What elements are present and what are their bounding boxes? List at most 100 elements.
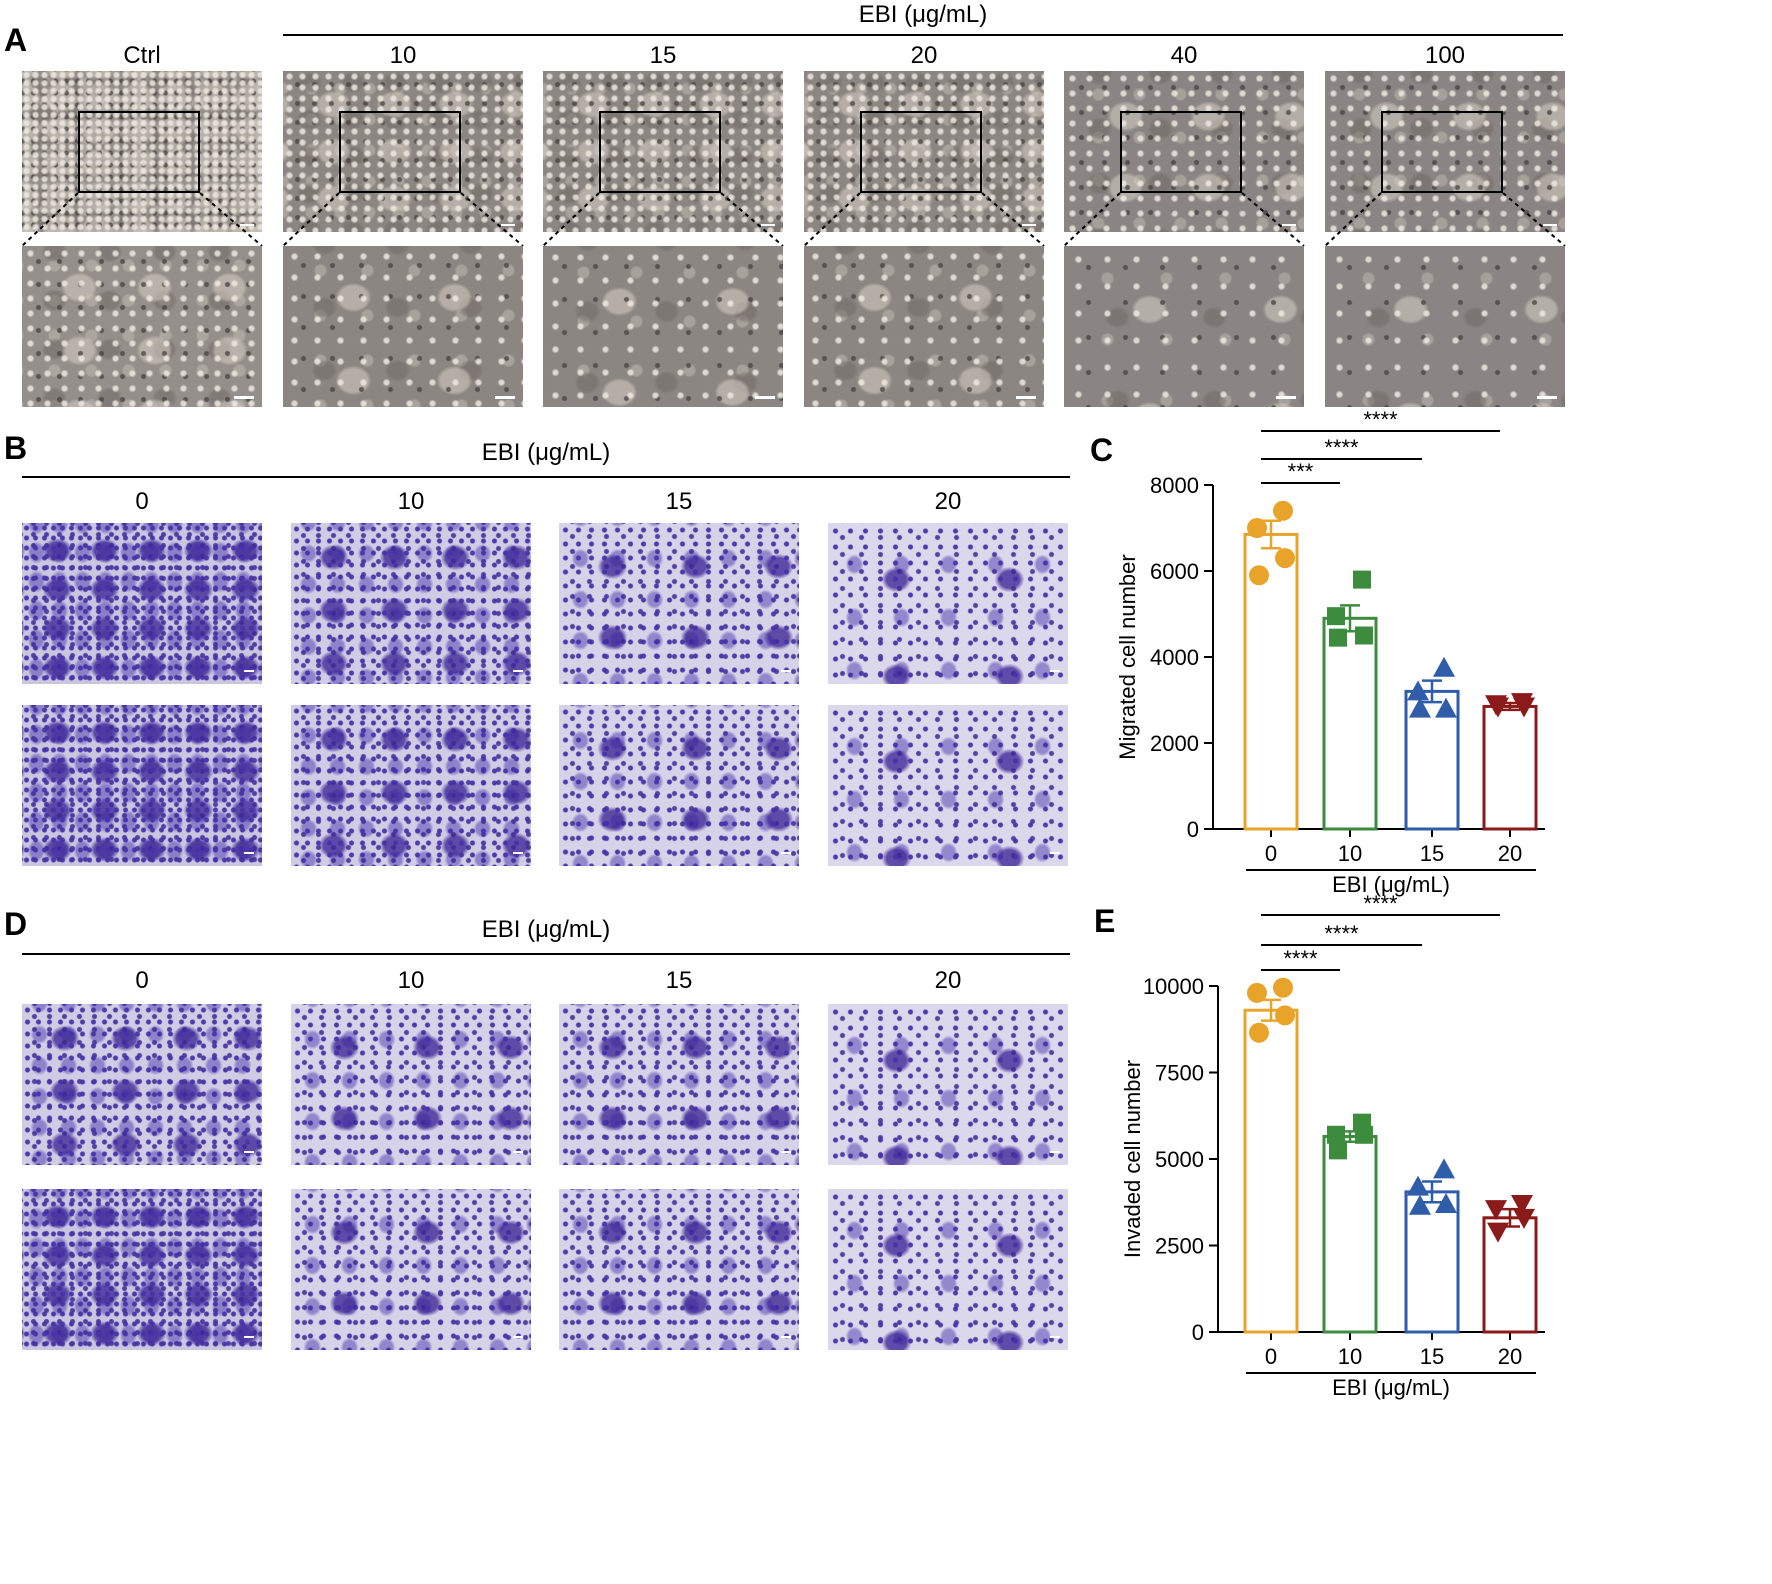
panel-d-group-header: EBI (μg/mL)	[481, 916, 611, 943]
y-tick-label: 7500	[1155, 1061, 1204, 1086]
zoom-region-box	[339, 111, 461, 193]
panel-a-dose-label: 100	[1424, 42, 1466, 69]
x-axis-label: EBI (μg/mL)	[1332, 872, 1450, 897]
bar	[1482, 1216, 1538, 1334]
significance-label: ****	[1283, 946, 1318, 971]
invasion-image-10-rep2	[291, 1189, 531, 1350]
y-tick-label: 10000	[1143, 974, 1204, 999]
invasion-image-20-rep1	[828, 1004, 1068, 1165]
panel-b-dose-label: 20	[934, 488, 962, 515]
significance-label: ***	[1288, 459, 1314, 484]
data-point	[1327, 1125, 1345, 1144]
panel-label-a: A	[4, 22, 28, 58]
data-point	[1247, 982, 1267, 1003]
x-tick-label: 0	[1265, 841, 1277, 866]
panel-label-c: C	[1090, 432, 1114, 468]
panel-d-dose-label: 15	[665, 967, 693, 994]
scale-bar	[1537, 396, 1557, 399]
migration-image-20-rep1	[828, 523, 1068, 684]
scale-bar	[513, 1151, 523, 1153]
invasion-image-0-rep2	[22, 1189, 262, 1350]
scale-bar	[1050, 670, 1060, 672]
x-tick-label: 0	[1265, 1344, 1277, 1369]
x-tick-label: 10	[1338, 841, 1362, 866]
scale-bar	[1050, 852, 1060, 854]
micrograph-100-zoom	[1325, 246, 1565, 407]
scale-bar	[781, 670, 791, 672]
data-point	[1511, 1194, 1533, 1215]
data-point	[1275, 548, 1295, 569]
zoom-region-box	[1120, 111, 1242, 193]
data-point	[1407, 680, 1429, 701]
scale-bar	[1022, 224, 1036, 226]
bar	[1482, 704, 1538, 831]
zoom-connector-lines	[21, 192, 1566, 247]
panel-a-group-header: EBI (μg/mL)	[858, 1, 988, 28]
micrograph-100-overview	[1325, 71, 1565, 232]
scale-bar	[244, 852, 254, 854]
panel-label-d: D	[4, 906, 28, 942]
migration-image-10-rep1	[291, 523, 531, 684]
migration-image-0-rep2	[22, 705, 262, 866]
chart-e: 0 2500 5000 7500 10000 Invaded cell number 0 10…	[1120, 891, 1545, 1400]
micrograph-10-overview	[283, 71, 523, 232]
data-point	[1273, 977, 1293, 998]
chart-c: 0 2000 4000 6000 8000 Migrated cell number 0 10…	[1115, 407, 1545, 897]
migration-image-10-rep2	[291, 705, 531, 866]
scale-bar	[244, 1151, 254, 1153]
data-point	[1485, 1200, 1507, 1221]
bar	[1322, 1135, 1378, 1334]
scale-bar	[244, 670, 254, 672]
scale-bar	[1276, 396, 1296, 399]
significance-label: ****	[1363, 891, 1398, 916]
zoom-region-box	[78, 111, 200, 193]
data-point	[1513, 1208, 1535, 1229]
scale-bar	[501, 224, 515, 226]
y-tick-label: 2000	[1150, 731, 1199, 756]
panel-label-b: B	[4, 430, 28, 466]
x-tick-label: 20	[1498, 841, 1522, 866]
data-point	[1355, 626, 1373, 645]
panel-b-dose-label: 0	[135, 488, 149, 515]
micrograph-ctrl-zoom	[22, 246, 262, 407]
data-point	[1487, 1222, 1509, 1243]
invasion-image-20-rep2	[828, 1189, 1068, 1350]
panel-b-group-header: EBI (μg/mL)	[481, 439, 611, 466]
scale-bar	[513, 1336, 523, 1338]
panel-b-dose-label: 15	[665, 488, 693, 515]
micrograph-10-zoom	[283, 246, 523, 407]
scale-bar	[240, 224, 254, 226]
scale-bar	[1543, 224, 1557, 226]
y-tick-label: 8000	[1150, 473, 1199, 498]
micrograph-40-overview	[1064, 71, 1304, 232]
scale-bar	[234, 396, 254, 399]
data-point	[1409, 697, 1431, 718]
invasion-image-15-rep2	[559, 1189, 799, 1350]
panel-a-dose-label: 20	[910, 42, 938, 69]
y-tick-label: 0	[1192, 1320, 1204, 1345]
panel-a-dose-label: 40	[1170, 42, 1198, 69]
scale-bar	[1282, 224, 1296, 226]
data-point	[1249, 565, 1269, 586]
scale-bar	[781, 1336, 791, 1338]
micrograph-15-zoom	[543, 246, 783, 407]
panel-d-dose-label: 10	[397, 967, 425, 994]
scale-bar	[244, 1336, 254, 1338]
x-tick-label: 10	[1338, 1344, 1362, 1369]
y-axis-label: Migrated cell number	[1115, 554, 1140, 759]
data-point	[1353, 570, 1371, 589]
zoom-region-box	[860, 111, 982, 193]
data-point	[1433, 1158, 1455, 1179]
data-point	[1513, 697, 1535, 718]
scale-bar	[781, 1151, 791, 1153]
x-tick-label: 15	[1420, 1344, 1444, 1369]
y-axis-label: Invaded cell number	[1120, 1060, 1145, 1258]
data-point	[1433, 656, 1455, 677]
data-point	[1329, 1141, 1347, 1160]
bar	[1243, 1008, 1299, 1334]
micrograph-20-overview	[804, 71, 1044, 232]
micrograph-40-zoom	[1064, 246, 1304, 407]
migration-image-20-rep2	[828, 705, 1068, 866]
scale-bar	[781, 852, 791, 854]
panel-d-dose-label: 20	[934, 967, 962, 994]
